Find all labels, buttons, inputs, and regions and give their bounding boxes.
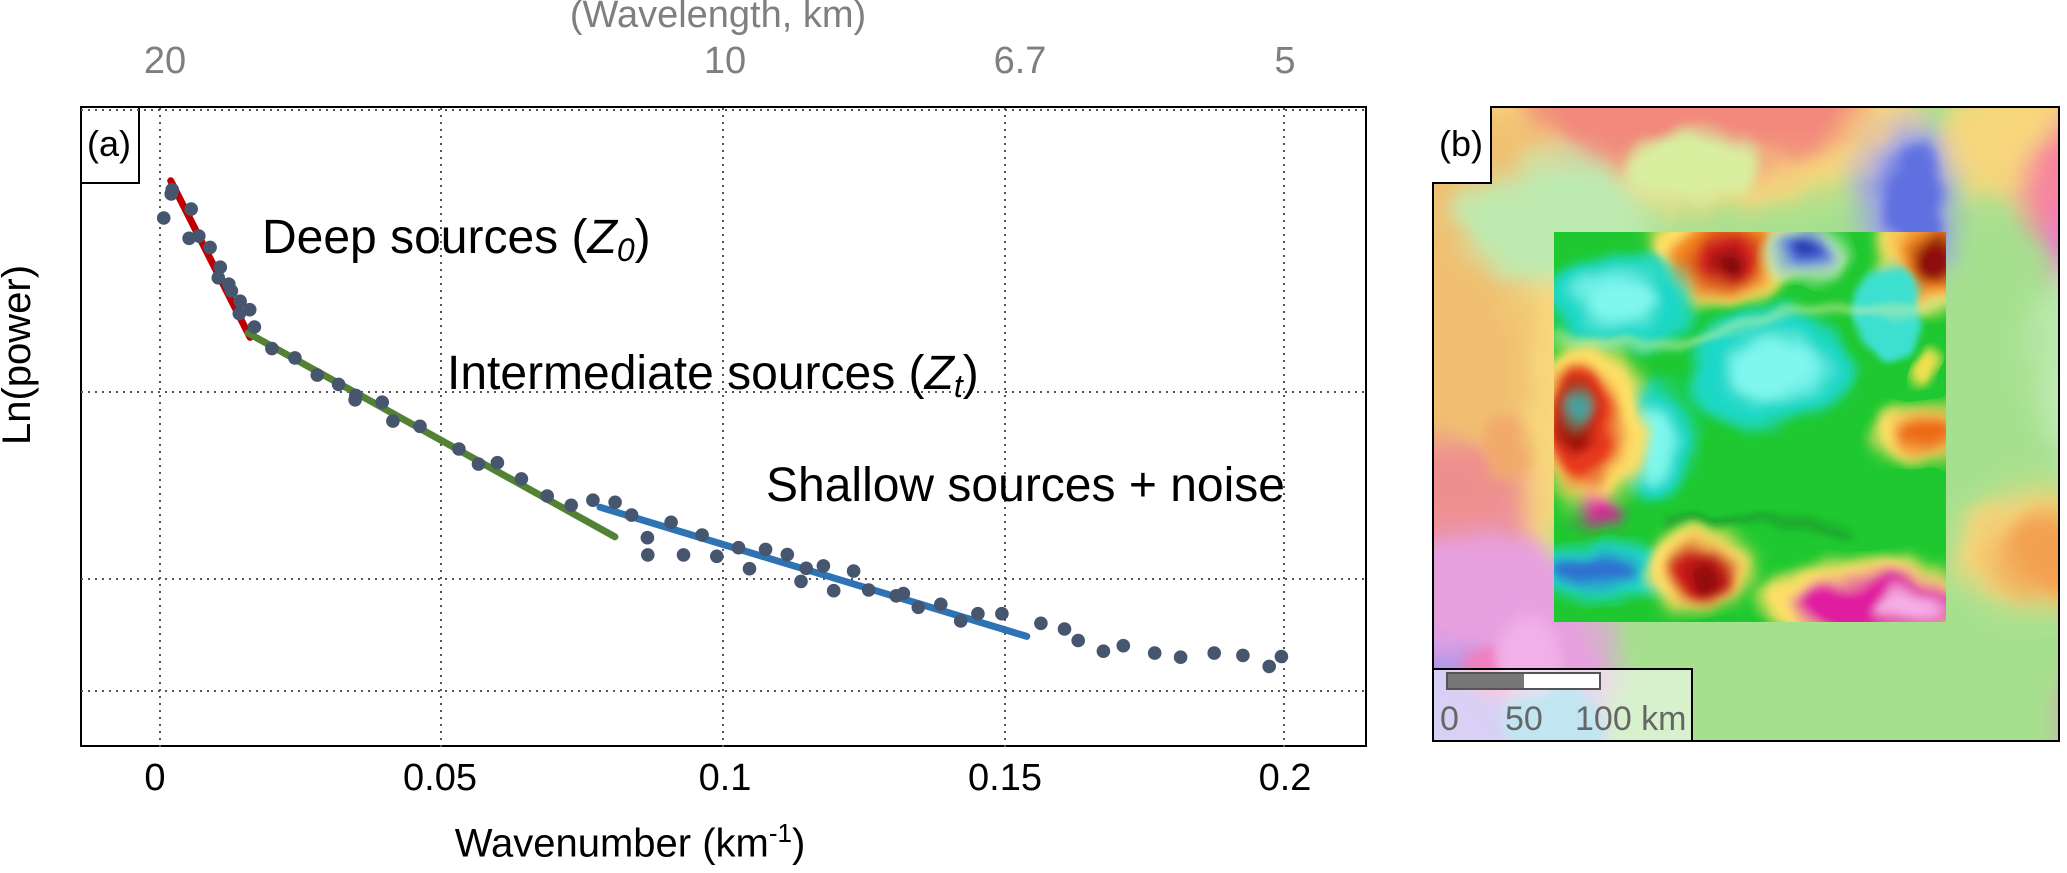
svg-text:Shallow sources + noise: Shallow sources + noise [766,459,1285,512]
svg-text:Deep sources (Z0): Deep sources (Z0) [262,211,651,268]
svg-text:Intermediate sources (Zt): Intermediate sources (Zt) [447,347,979,404]
